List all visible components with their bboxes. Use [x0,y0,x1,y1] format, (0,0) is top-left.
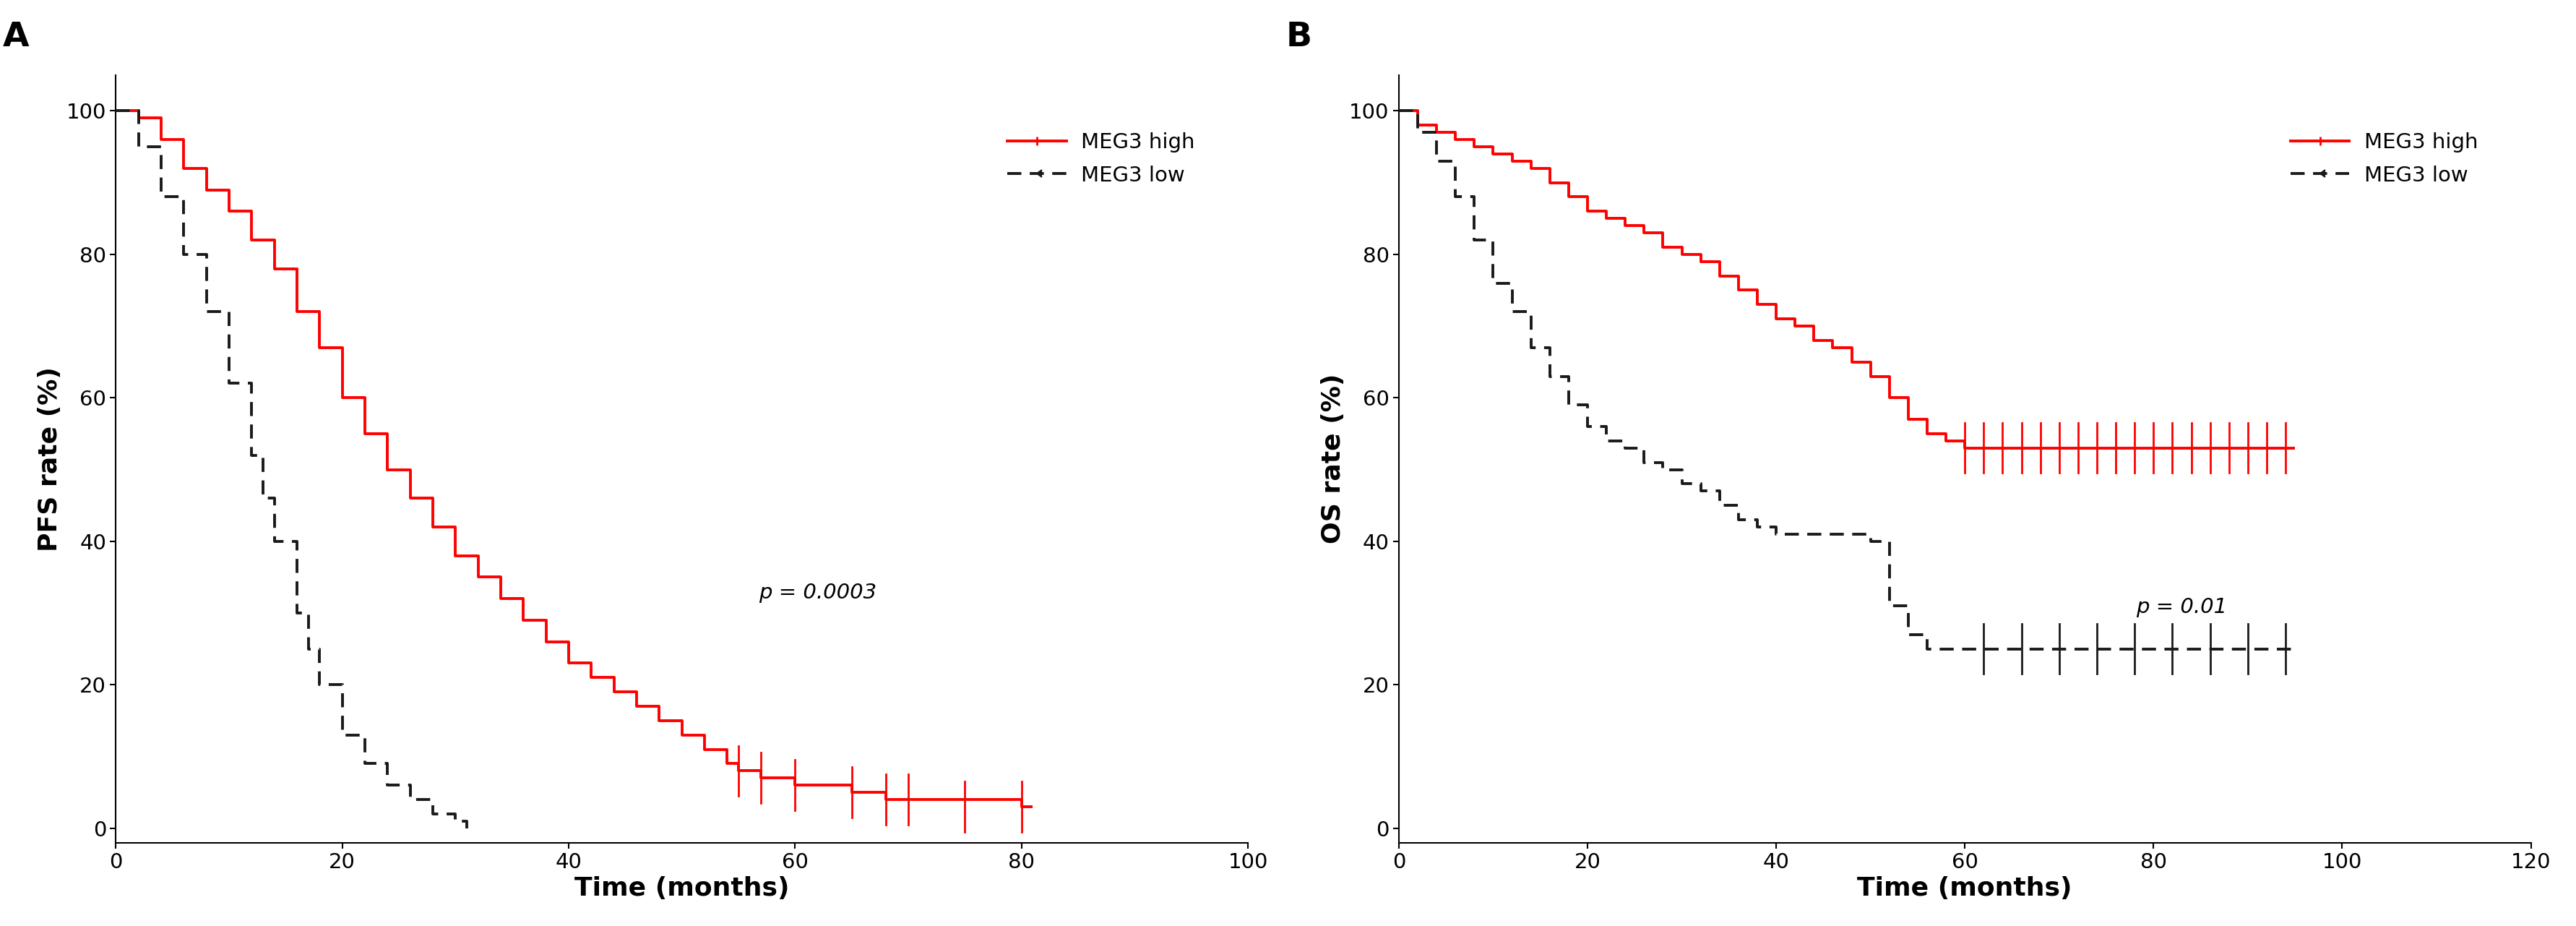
Legend: MEG3 high, MEG3 low: MEG3 high, MEG3 low [2282,124,2486,194]
Text: p = 0.01: p = 0.01 [2136,597,2228,618]
Y-axis label: OS rate (%): OS rate (%) [1321,374,1345,544]
Text: A: A [3,21,28,54]
X-axis label: Time (months): Time (months) [574,876,788,901]
X-axis label: Time (months): Time (months) [1857,876,2071,901]
Legend: MEG3 high, MEG3 low: MEG3 high, MEG3 low [999,124,1203,194]
Text: p = 0.0003: p = 0.0003 [760,582,876,603]
Y-axis label: PFS rate (%): PFS rate (%) [39,367,62,551]
Text: B: B [1285,21,1311,54]
